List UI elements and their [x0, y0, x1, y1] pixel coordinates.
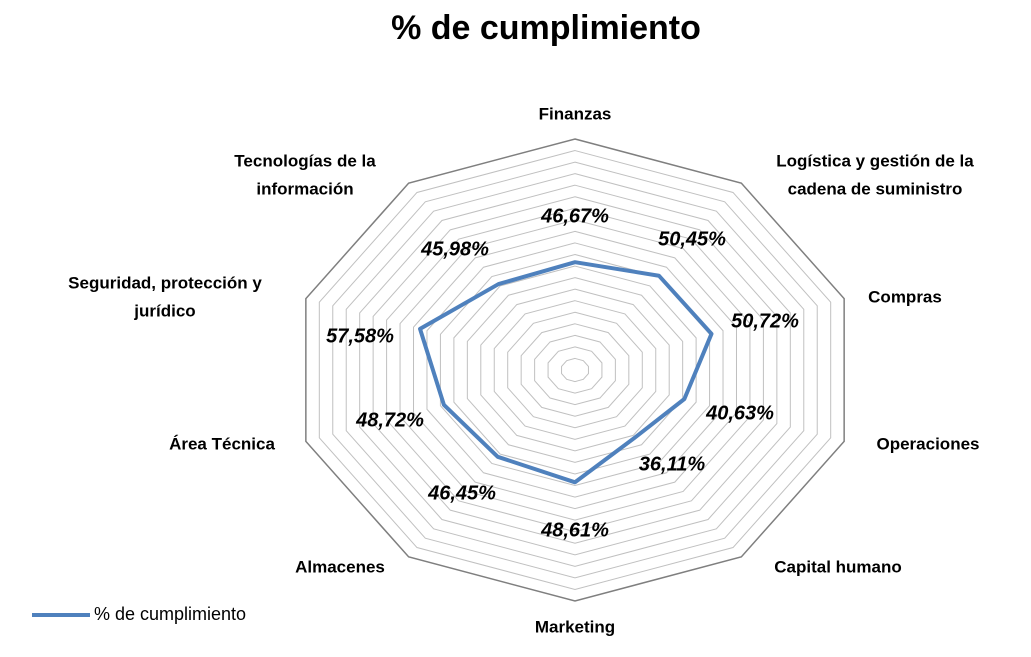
data-label: 48,72%	[355, 409, 424, 431]
grid-ring	[493, 300, 657, 440]
grid-ring	[466, 277, 684, 463]
category-label: Compras	[868, 287, 942, 306]
data-label: 45,98%	[420, 238, 489, 260]
category-label: información	[256, 179, 353, 198]
data-label: 48,61%	[540, 519, 609, 541]
grid-ring	[413, 230, 737, 510]
grid-ring	[386, 207, 764, 533]
data-label: 36,11%	[639, 453, 706, 475]
grid-ring	[372, 196, 778, 544]
category-label: Tecnologías de la	[234, 151, 376, 170]
category-label: jurídico	[133, 301, 195, 320]
grid-ring	[561, 357, 589, 383]
category-label: Finanzas	[539, 104, 612, 123]
data-label: 50,45%	[658, 228, 726, 250]
category-label: Capital humano	[774, 557, 902, 576]
grid-ring	[534, 334, 616, 406]
category-label: Área Técnica	[169, 434, 275, 453]
chart-title: % de cumplimiento	[391, 9, 701, 47]
category-label: Almacenes	[295, 557, 385, 576]
category-label: Marketing	[535, 617, 615, 636]
grid-ring	[318, 150, 832, 590]
grid-ring	[345, 173, 805, 567]
category-label: cadena de suministro	[788, 179, 963, 198]
radar-line	[418, 260, 714, 485]
grid-ring	[426, 242, 724, 498]
data-label: 57,58%	[326, 325, 394, 347]
grid-ring	[480, 288, 670, 452]
grid-ring	[520, 323, 630, 417]
grid-ring	[332, 161, 818, 579]
data-label: 50,72%	[731, 310, 799, 332]
grid-ring	[507, 311, 643, 429]
category-label: Seguridad, protección y	[68, 273, 262, 292]
grid-ring	[453, 265, 697, 475]
data-label: 46,45%	[427, 482, 496, 504]
grid-ring	[547, 346, 603, 394]
grid-ring	[399, 219, 751, 521]
category-label: Operaciones	[877, 434, 980, 453]
grid-ring	[305, 138, 845, 602]
category-label: Logística y gestión de la	[776, 151, 974, 170]
grid-ring	[359, 184, 791, 556]
data-label: 46,67%	[540, 205, 609, 227]
legend-label: % de cumplimiento	[94, 604, 246, 624]
data-label: 40,63%	[705, 402, 774, 424]
